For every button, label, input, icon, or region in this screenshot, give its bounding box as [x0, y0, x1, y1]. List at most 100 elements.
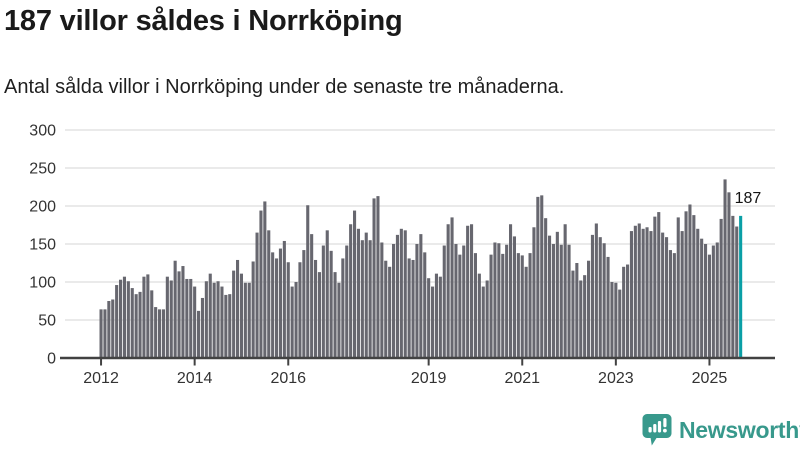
y-axis-label: 150 — [29, 237, 56, 254]
x-axis-label: 2021 — [504, 370, 540, 387]
bar — [485, 280, 489, 358]
bar — [512, 236, 516, 358]
bar — [489, 254, 493, 358]
bar — [462, 245, 466, 358]
bar — [239, 273, 243, 358]
x-axis-label: 2019 — [411, 370, 447, 387]
bar-chart: 0 50 100 150 200 250 300 2012 2014 2016 2019 2021 20… — [0, 110, 800, 410]
bar — [676, 217, 680, 358]
bar — [302, 250, 306, 358]
bar — [325, 230, 329, 358]
bar — [189, 278, 193, 358]
bar — [431, 286, 435, 358]
bar — [680, 231, 684, 358]
bar — [122, 276, 126, 358]
bar — [388, 266, 392, 358]
bar — [415, 244, 419, 358]
bar — [665, 237, 669, 358]
bar — [548, 235, 552, 358]
y-axis-label: 200 — [29, 199, 56, 216]
bar — [579, 280, 583, 358]
bar — [345, 245, 349, 358]
bar — [555, 231, 559, 358]
bar — [255, 232, 259, 358]
bar — [575, 263, 579, 358]
y-axis-label: 50 — [38, 313, 56, 330]
bar — [719, 218, 723, 358]
bar — [380, 242, 384, 358]
x-axis-label: 2012 — [83, 370, 119, 387]
bar — [193, 286, 197, 358]
bar — [232, 270, 236, 358]
bar — [185, 278, 189, 358]
bar — [594, 223, 598, 358]
bar — [509, 224, 513, 358]
bar — [290, 286, 294, 358]
bar — [602, 243, 606, 358]
bar — [559, 244, 563, 358]
bar — [614, 282, 618, 358]
bar — [243, 282, 247, 358]
bar — [310, 234, 314, 358]
bar — [224, 294, 228, 358]
bar — [731, 215, 735, 358]
bar — [165, 276, 169, 358]
bar — [197, 310, 201, 358]
bar — [473, 253, 477, 358]
bar — [438, 276, 442, 358]
bar — [672, 253, 676, 358]
bar — [321, 245, 325, 358]
bar — [727, 192, 731, 358]
bar — [692, 215, 696, 358]
bar — [571, 270, 575, 358]
y-axis-label: 100 — [29, 275, 56, 292]
bar — [516, 253, 520, 358]
bar — [411, 259, 415, 358]
page-title: 187 villor såldes i Norrköping — [4, 5, 403, 37]
bar — [150, 290, 154, 358]
bar — [298, 262, 302, 358]
newsworthy-logo-text: Newsworthy — [679, 416, 800, 443]
bar — [637, 223, 641, 358]
bar — [641, 228, 645, 358]
bar — [606, 256, 610, 358]
bar — [481, 286, 485, 358]
bar — [661, 232, 665, 358]
bar — [618, 289, 622, 358]
bar — [364, 232, 368, 358]
bar — [368, 240, 372, 358]
bar — [626, 264, 630, 358]
bar — [442, 245, 446, 358]
bar — [372, 198, 376, 358]
bar — [419, 234, 423, 358]
bar — [427, 278, 431, 358]
bar — [403, 230, 407, 358]
bar — [598, 237, 602, 358]
bar — [649, 231, 653, 358]
bar — [704, 244, 708, 358]
bar — [173, 260, 177, 358]
bar — [657, 212, 661, 358]
logo-exclamation-stem — [663, 418, 667, 428]
bar — [278, 248, 282, 358]
x-axis-label: 2016 — [270, 370, 306, 387]
bar — [536, 196, 540, 358]
bar — [392, 244, 396, 358]
bar — [610, 282, 614, 358]
bar — [154, 307, 158, 358]
bar — [115, 285, 119, 358]
logo-bubble — [642, 414, 672, 446]
bar — [314, 259, 318, 358]
bar — [329, 250, 333, 358]
bar — [119, 279, 123, 358]
chart-subtitle: Antal sålda villor i Norrköping under de… — [4, 76, 565, 98]
bar — [551, 244, 555, 358]
bar — [520, 255, 524, 358]
bar — [407, 258, 411, 358]
bar — [477, 273, 481, 358]
bar — [505, 244, 509, 358]
bar — [286, 262, 290, 358]
bar — [130, 288, 134, 358]
bar — [337, 282, 341, 358]
